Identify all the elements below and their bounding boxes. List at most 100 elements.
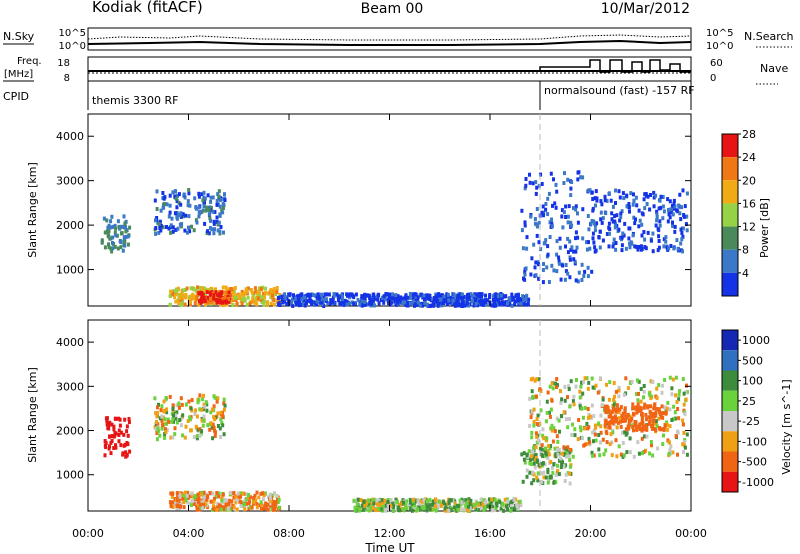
data-cell [572, 394, 576, 399]
data-cell [320, 292, 323, 297]
data-cell [663, 378, 667, 382]
data-cell [494, 293, 498, 298]
data-cell [165, 410, 169, 415]
data-cell [535, 417, 539, 421]
data-cell [184, 402, 188, 407]
data-cell [655, 424, 659, 429]
data-cell [204, 497, 208, 502]
data-cell [209, 195, 213, 200]
data-cell [685, 228, 689, 233]
data-cell [271, 503, 275, 508]
data-cell [109, 440, 113, 445]
data-cell [558, 236, 562, 241]
colorbar-tick-label: 28 [742, 128, 756, 141]
data-cell [124, 450, 128, 455]
data-cell [156, 422, 160, 427]
data-cell [259, 297, 263, 302]
data-cell [538, 387, 542, 392]
data-cell [530, 430, 534, 435]
data-cell [116, 219, 120, 224]
data-cell [667, 246, 671, 251]
data-cell [277, 505, 281, 510]
data-cell [604, 419, 608, 423]
data-cell [184, 495, 188, 500]
data-cell [682, 402, 686, 407]
data-cell [420, 499, 424, 504]
data-cell [683, 204, 687, 209]
data-cell [530, 389, 534, 394]
data-cell [434, 504, 437, 509]
data-cell [656, 407, 660, 412]
data-cell [345, 299, 349, 304]
data-cell [232, 289, 236, 294]
data-cell [291, 304, 295, 308]
data-cell [571, 399, 575, 404]
data-cell [271, 293, 274, 298]
colorbar-tick-label: 24 [742, 151, 756, 164]
data-cell [100, 240, 104, 245]
data-cell [224, 290, 228, 295]
data-cell [391, 509, 395, 513]
data-cell [490, 497, 494, 502]
data-cell [187, 225, 190, 230]
data-cell [227, 297, 230, 301]
colorbar-tick-label: -1000 [742, 476, 774, 489]
data-cell [598, 440, 602, 445]
data-cell [665, 422, 669, 427]
data-cell [192, 228, 196, 233]
data-cell [212, 231, 216, 236]
data-cell [484, 500, 487, 505]
data-cell [176, 298, 180, 303]
data-cell [438, 293, 442, 298]
data-cell [181, 214, 185, 219]
data-cell [360, 299, 364, 304]
y-tick-label: 4000 [56, 130, 84, 143]
data-cell [552, 268, 556, 273]
data-cell [637, 224, 641, 229]
data-cell [572, 402, 576, 407]
data-cell [611, 430, 615, 435]
data-cell [206, 423, 210, 428]
data-cell [212, 425, 216, 430]
data-cell [487, 497, 491, 502]
data-cell [219, 300, 223, 305]
data-cell [654, 223, 658, 228]
data-cell [175, 506, 179, 511]
data-cell [632, 428, 635, 433]
data-cell [107, 446, 111, 451]
data-cell [212, 221, 216, 226]
data-cell [643, 434, 647, 439]
data-cell [684, 222, 688, 227]
data-cell [552, 480, 556, 485]
data-cell [363, 295, 367, 300]
data-cell [322, 297, 326, 302]
data-cell [118, 417, 122, 422]
data-cell [537, 377, 541, 382]
data-cell [681, 442, 685, 447]
data-cell [574, 236, 577, 241]
data-cell [585, 247, 589, 252]
data-cell [423, 301, 427, 306]
data-cell [207, 208, 211, 212]
data-cell [532, 419, 536, 424]
data-cell [657, 206, 661, 211]
data-cell [564, 463, 568, 468]
data-cell [356, 297, 360, 302]
data-cell [205, 402, 209, 407]
data-cell [529, 214, 533, 219]
data-cell [672, 201, 676, 206]
data-cell [531, 181, 535, 186]
data-cell [666, 400, 670, 405]
data-cell [169, 435, 173, 440]
data-cell [562, 210, 566, 215]
data-cell [169, 504, 173, 509]
data-cell [561, 225, 565, 230]
data-cell [163, 195, 167, 200]
data-cell [216, 396, 220, 401]
data-cell [120, 231, 124, 236]
data-cell [276, 497, 279, 502]
data-cell [442, 298, 446, 303]
data-cell [218, 204, 222, 209]
data-cell [187, 188, 191, 192]
data-cell [218, 426, 222, 431]
